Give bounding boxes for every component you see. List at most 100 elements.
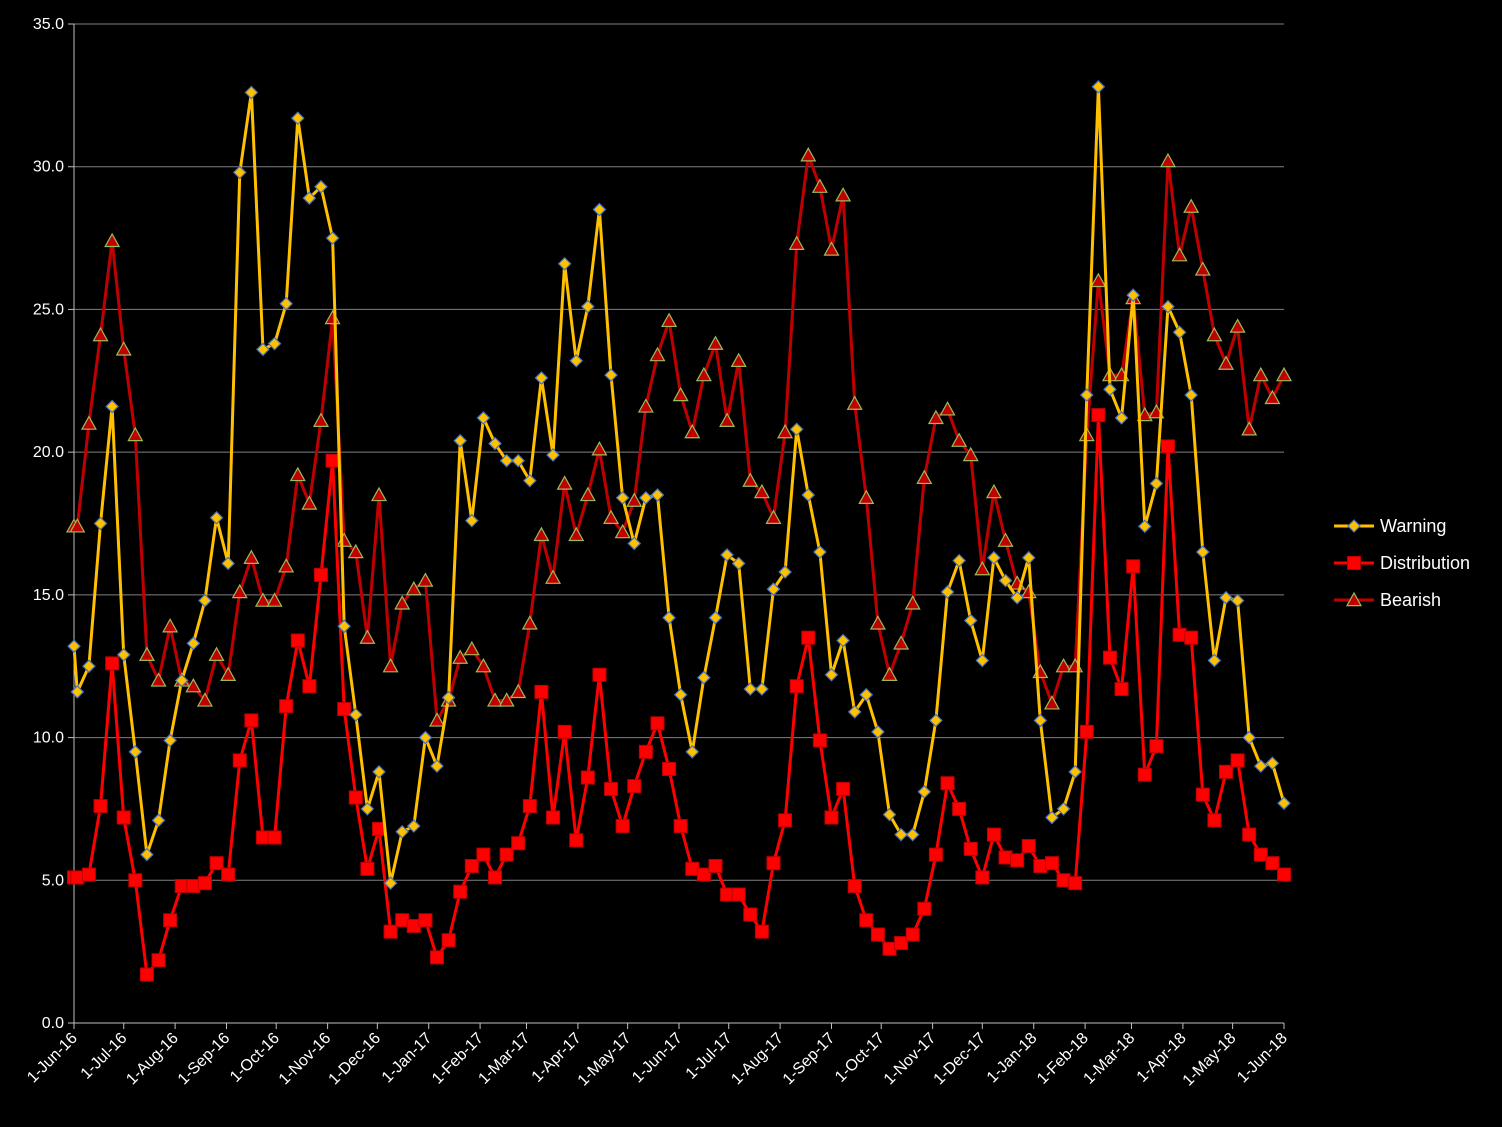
point-warning [1079, 388, 1094, 402]
point-warning [82, 659, 96, 674]
point-bearish [1136, 406, 1153, 422]
point-bearish [185, 677, 202, 693]
point-bearish [672, 386, 689, 402]
point-distribution [1265, 856, 1280, 871]
legend-label-warning: Warning [1380, 516, 1446, 536]
point-bearish [695, 366, 712, 382]
point-warning [615, 490, 630, 505]
point-bearish [1159, 152, 1176, 168]
point-distribution [360, 861, 375, 876]
point-bearish [951, 432, 968, 447]
legend-item-bearish: Bearish [1334, 590, 1441, 610]
point-bearish [1055, 657, 1072, 673]
point-warning [1010, 590, 1024, 605]
point-warning [720, 548, 734, 562]
point-warning [766, 582, 781, 596]
point-warning [1091, 79, 1106, 94]
point-bearish [916, 469, 933, 485]
point-distribution [1044, 856, 1059, 871]
point-bearish [266, 592, 283, 607]
point-distribution [464, 859, 479, 874]
point-warning [1126, 288, 1141, 303]
point-bearish [545, 569, 562, 584]
point-warning [871, 725, 885, 739]
point-bearish [1241, 421, 1258, 436]
point-bearish [626, 492, 643, 507]
point-warning [1149, 476, 1164, 491]
point-warning [151, 813, 166, 828]
point-warning [1277, 796, 1291, 811]
point-distribution [244, 713, 259, 728]
point-warning [174, 673, 189, 688]
point-bearish [869, 615, 886, 630]
point-warning [627, 536, 642, 551]
point-warning [464, 513, 479, 528]
point-distribution [778, 813, 793, 828]
point-distribution [302, 679, 317, 694]
point-bearish [196, 692, 213, 707]
point-bearish [707, 335, 724, 350]
point-bearish [301, 495, 318, 510]
point-distribution [1068, 876, 1083, 891]
point-bearish [80, 415, 97, 430]
point-bearish [1217, 355, 1235, 370]
point-warning [1068, 764, 1082, 779]
point-warning [639, 490, 653, 505]
point-warning [743, 682, 758, 696]
point-warning [929, 713, 943, 728]
point-warning [163, 733, 177, 748]
point-warning [128, 744, 143, 759]
point-distribution [1172, 627, 1187, 642]
point-distribution [313, 567, 328, 582]
y-tick-label: 5.0 [42, 872, 64, 889]
point-warning [987, 550, 1001, 565]
point-distribution [348, 790, 363, 805]
point-warning [534, 371, 549, 385]
point-bearish [846, 395, 863, 410]
point-bearish [1206, 326, 1223, 342]
point-warning [1103, 382, 1117, 397]
point-distribution [592, 667, 607, 682]
point-distribution [406, 918, 421, 933]
point-distribution [859, 913, 874, 928]
point-warning [731, 556, 746, 571]
legend-marker-warning [1347, 519, 1361, 533]
point-distribution [720, 887, 735, 902]
point-distribution [255, 830, 270, 845]
point-bearish [486, 692, 504, 707]
point-distribution [1242, 827, 1257, 842]
point-warning [1161, 299, 1175, 314]
point-warning [697, 670, 711, 685]
point-distribution [824, 810, 839, 825]
point-bearish [927, 409, 944, 425]
point-warning [1114, 411, 1129, 425]
point-distribution [963, 841, 978, 856]
point-warning [302, 191, 317, 205]
point-warning [894, 827, 908, 842]
y-axis-tick-labels: 0.0 5.0 10.0 15.0 20.0 25.0 30.0 35.0 [33, 16, 64, 1032]
point-distribution [174, 878, 189, 893]
point-bearish [150, 672, 167, 687]
point-distribution [1091, 408, 1106, 423]
point-bearish [614, 523, 631, 539]
series-distribution [67, 408, 1291, 982]
point-bearish [521, 615, 538, 630]
point-distribution [1277, 867, 1291, 882]
point-bearish [138, 646, 155, 661]
point-distribution [105, 656, 120, 671]
point-distribution [743, 907, 758, 922]
point-distribution [604, 781, 619, 796]
point-distribution [928, 847, 943, 862]
point-distribution [488, 870, 503, 885]
point-distribution [998, 850, 1013, 865]
point-warning [836, 633, 850, 648]
point-distribution [1149, 739, 1164, 754]
point-distribution [870, 927, 885, 942]
point-distribution [789, 679, 804, 694]
point-warning [580, 299, 595, 314]
point-bearish [893, 635, 910, 650]
point-warning [186, 636, 201, 651]
point-bearish [312, 412, 329, 427]
legend-marker-distribution [1347, 556, 1361, 570]
point-warning [476, 411, 491, 425]
